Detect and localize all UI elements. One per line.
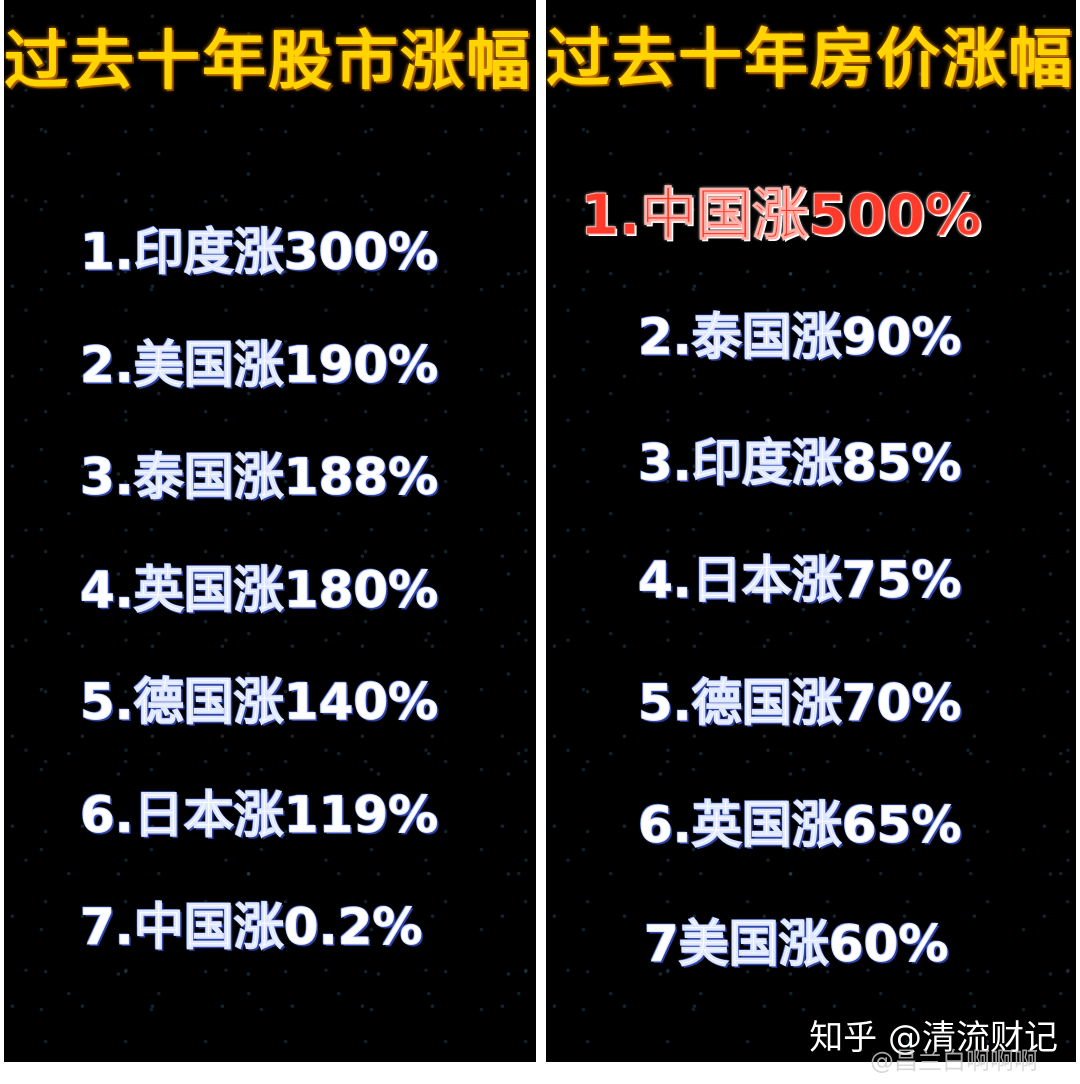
stock-rank-item-3: 3.泰国涨188% (79, 448, 439, 507)
housing-rank-item-2: 2.泰国涨90% (637, 308, 962, 367)
zhihu-watermark: 知乎 @清流财记 (809, 1018, 1058, 1058)
housing-rank-item-4: 4.日本涨75% (637, 551, 962, 610)
stock-rank-item-4: 4.英国涨180% (79, 561, 439, 620)
housing-rank-item-1: 1.中国涨500% (579, 183, 982, 248)
housing-price-panel: 过去十年房价涨幅 1.中国涨500% 2.泰国涨90% 3.印度涨85% 4.日… (546, 0, 1076, 1062)
housing-rank-item-6: 6.英国涨65% (637, 796, 962, 855)
housing-rank-item-5: 5.德国涨70% (637, 674, 962, 733)
stock-rank-item-5: 5.德国涨140% (79, 673, 439, 732)
housing-panel-title: 过去十年房价涨幅 (546, 23, 1074, 97)
housing-rank-item-3: 3.印度涨85% (637, 434, 962, 493)
panel-divider (536, 0, 546, 1062)
stock-rank-item-1: 1.印度涨300% (79, 223, 439, 282)
stock-panel-title: 过去十年股市涨幅 (4, 25, 532, 99)
stock-market-panel: 过去十年股市涨幅 1.印度涨300% 2.美国涨190% 3.泰国涨188% 4… (4, 0, 536, 1062)
weibo-watermark: @昌兰白啊啊啊 (870, 1047, 1038, 1075)
stock-rank-item-7: 7.中国涨0.2% (79, 898, 423, 957)
stock-rank-item-2: 2.美国涨190% (79, 336, 439, 395)
stock-rank-item-6: 6.日本涨119% (79, 786, 439, 845)
housing-rank-item-7: 7美国涨60% (643, 915, 949, 974)
